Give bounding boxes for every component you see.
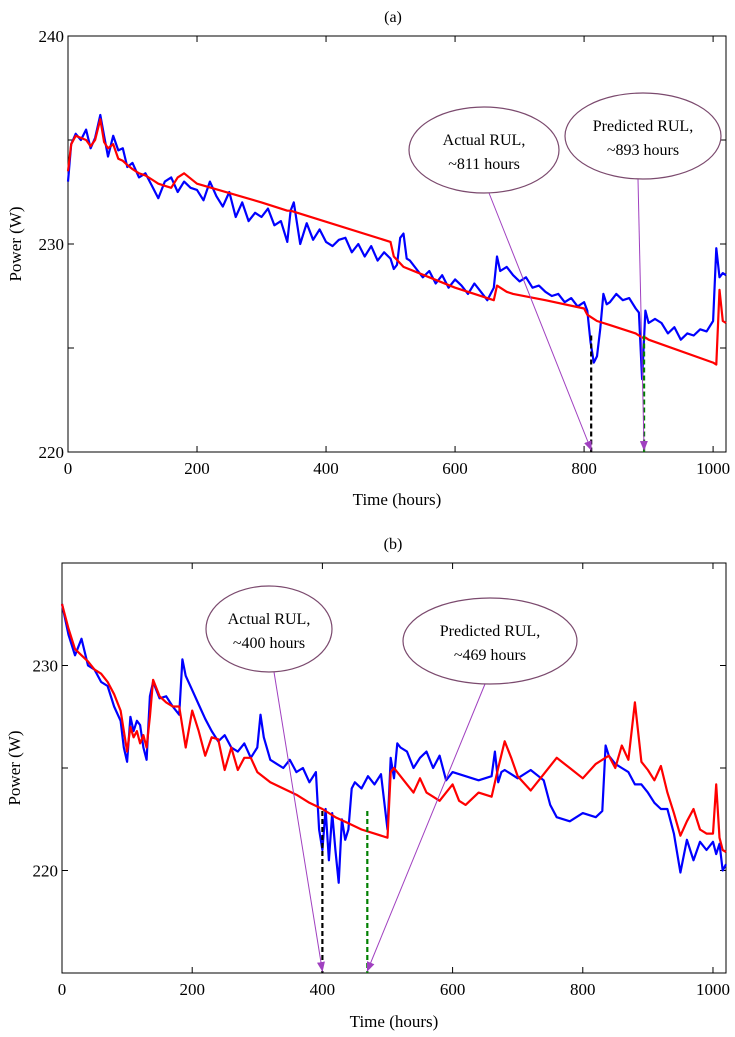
- measured-power-line: [66, 113, 727, 381]
- x-tick-label: 600: [440, 980, 466, 999]
- chart-panel-a: (a) 220 230 240 0 200 400 600 800 1000 Actual R…: [6, 9, 730, 509]
- x-tick-label: 800: [570, 980, 596, 999]
- predicted-power-line: [60, 603, 727, 853]
- series-group: [60, 603, 727, 884]
- x-axis-ticks: 0 200 400 600 800 1000: [64, 36, 730, 478]
- predicted-rul-callout-text: ~469 hours: [454, 647, 526, 664]
- x-axis-label: Time (hours): [353, 490, 442, 509]
- predicted-rul-callout-text: ~893 hours: [607, 142, 679, 159]
- x-tick-label: 400: [313, 459, 339, 478]
- series-group: [66, 113, 727, 381]
- predicted-rul-callout-arrow: [366, 683, 486, 972]
- x-tick-label: 0: [58, 980, 67, 999]
- x-tick-label: 1000: [696, 459, 730, 478]
- predicted-rul-callout-bubble: [402, 597, 578, 685]
- predicted-rul-callout-arrow: [637, 178, 648, 451]
- chart-title: (b): [384, 536, 403, 553]
- x-tick-label: 1000: [696, 980, 730, 999]
- y-tick-label: 230: [33, 657, 59, 676]
- actual-rul-callout-text: ~400 hours: [233, 635, 305, 652]
- rul-markers: [321, 811, 369, 973]
- y-tick-label: 240: [39, 27, 65, 46]
- y-axis-ticks: 220 230 240: [39, 27, 726, 462]
- y-tick-label: 220: [39, 443, 65, 462]
- x-tick-label: 400: [310, 980, 336, 999]
- x-axis-label: Time (hours): [350, 1012, 439, 1031]
- predicted-rul-callout-text: Predicted RUL,: [440, 623, 540, 640]
- x-tick-label: 800: [571, 459, 597, 478]
- x-tick-label: 600: [442, 459, 468, 478]
- predicted-rul-callout-text: Predicted RUL,: [593, 118, 693, 135]
- actual-rul-callout-bubble: [408, 106, 560, 194]
- x-tick-label: 0: [64, 459, 73, 478]
- y-axis-label: Power (W): [6, 206, 25, 281]
- x-axis-ticks: 0 200 400 600 800 1000: [58, 563, 730, 999]
- y-axis-ticks: 220 230: [33, 562, 726, 974]
- predicted-power-line: [66, 118, 727, 366]
- actual-rul-callout-text: Actual RUL,: [443, 132, 526, 149]
- actual-rul-callout-arrow: [273, 671, 325, 972]
- x-tick-label: 200: [179, 980, 205, 999]
- actual-rul-callout-text: ~811 hours: [448, 156, 520, 173]
- actual-rul-callout-text: Actual RUL,: [228, 611, 311, 628]
- chart-title: (a): [384, 9, 402, 26]
- y-axis-label: Power (W): [5, 730, 24, 805]
- y-tick-label: 220: [33, 862, 59, 881]
- y-tick-label: 230: [39, 235, 65, 254]
- actual-rul-callout-arrow: [488, 192, 592, 451]
- predicted-rul-callout-bubble: [564, 92, 722, 180]
- x-tick-label: 200: [184, 459, 210, 478]
- actual-rul-callout-bubble: [205, 585, 333, 673]
- callouts: Actual RUL, ~811 hours Predicted RUL, ~893 …: [408, 92, 722, 451]
- chart-panel-b: (b) 220 230 0 200 400 600 800 1000 Actual RUL,…: [5, 536, 730, 1031]
- callouts: Actual RUL, ~400 hours Predicted RUL, ~469 …: [205, 585, 578, 972]
